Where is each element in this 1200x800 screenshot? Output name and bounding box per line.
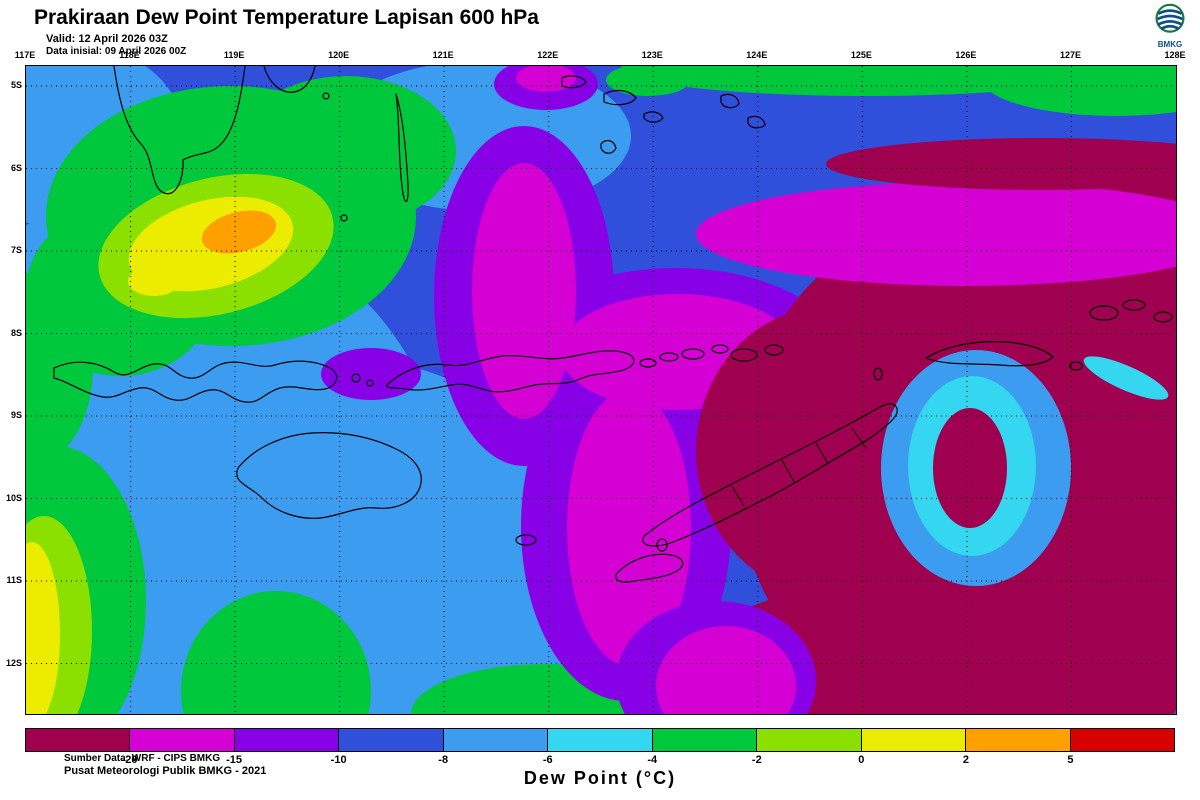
lat-tick-label: 7S [10, 245, 22, 255]
colorbar-cell [1070, 729, 1174, 751]
colorbar-tick-label: -2 [751, 754, 762, 766]
lon-tick-label: 119E [223, 50, 245, 60]
colorbar-tick-label: 5 [1067, 754, 1074, 766]
colorbar-cell [443, 729, 549, 751]
colorbar-cell [339, 729, 444, 751]
colorbar-cell [757, 729, 862, 751]
lon-tick-label: 127E [1059, 50, 1081, 60]
lon-tick-label: 125E [850, 50, 872, 60]
lon-tick-label: 121E [432, 50, 454, 60]
bmkg-logo-text: BMKG [1157, 40, 1183, 49]
map-canvas [26, 66, 1176, 714]
bmkg-logo: BMKG [1148, 3, 1192, 49]
colorbar-tick-label: -10 [330, 754, 347, 766]
source-credit: Sumber Data: WRF - CIPS BMKG Pusat Meteo… [64, 753, 266, 777]
lon-tick-label: 117E [14, 50, 36, 60]
source-line-2: Pusat Meteorologi Publik BMKG - 2021 [64, 765, 267, 777]
colorbar-cell [26, 729, 131, 751]
colorbar [25, 728, 1175, 752]
page-title: Prakiraan Dew Point Temperature Lapisan … [34, 6, 539, 29]
lon-tick-label: 126E [955, 50, 977, 60]
lat-tick-label: 10S [5, 492, 22, 503]
lon-tick-label: 124E [746, 50, 768, 60]
lat-tick-label: 6S [10, 162, 22, 173]
lat-tick-label: 5S [10, 80, 22, 90]
lon-tick-label: 118E [119, 50, 140, 60]
source-line-1: Sumber Data: WRF - CIPS BMKG [64, 753, 221, 764]
lon-tick-label: 123E [641, 50, 663, 60]
colorbar-cell [234, 729, 340, 751]
forecast-map: Sumber Data: WRF - CIPS BMKG Pusat Meteo… [25, 65, 1177, 777]
colorbar-tick-label: -20 [121, 754, 138, 766]
colorbar-tick-label: -6 [542, 754, 553, 766]
colorbar-tick-label: -15 [226, 754, 243, 766]
lat-tick-label: 8S [10, 327, 22, 338]
colorbar-cell [652, 729, 758, 751]
bmkg-logo-icon [1155, 3, 1185, 33]
colorbar-tick-label: 2 [962, 754, 969, 766]
lat-tick-label: 12S [5, 657, 22, 668]
lat-tick-label: 9S [10, 410, 22, 420]
graticule-gridlines [26, 66, 1176, 714]
colorbar-tick-label: -4 [647, 754, 658, 766]
lon-tick-label: 122E [537, 50, 559, 60]
contour-field [26, 66, 1176, 714]
coastlines [53, 66, 1173, 583]
lon-tick-label: 128E [1164, 50, 1186, 60]
colorbar-tick-label: 0 [858, 754, 865, 766]
valid-time-label: Valid: 12 April 2026 03Z [46, 33, 168, 45]
init-time-label: Data inisial: 09 April 2026 00Z [46, 46, 187, 57]
lat-tick-label: 11S [6, 575, 22, 585]
colorbar-cell [966, 729, 1071, 751]
lon-tick-label: 120E [328, 50, 350, 60]
colorbar-cell [861, 729, 967, 751]
colorbar-tick-label: -8 [438, 754, 449, 766]
colorbar-caption: Dew Point (°C) [523, 768, 677, 788]
colorbar-cell [548, 729, 653, 751]
colorbar-cell [130, 729, 235, 751]
